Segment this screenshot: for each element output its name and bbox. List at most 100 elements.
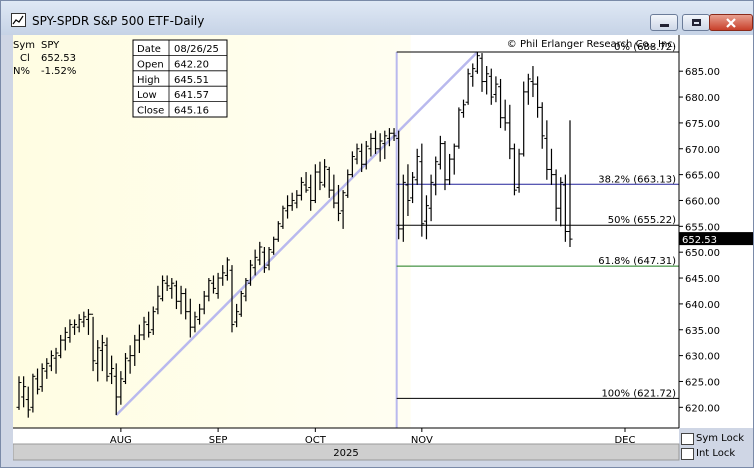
ohlc-bar [461, 99, 467, 118]
ohlc-bar [386, 128, 392, 147]
y-tick-label: 685.00 [685, 67, 720, 78]
ohlc-bar [220, 265, 226, 286]
year-label: 2025 [333, 448, 358, 459]
ohlc-value: 08/26/25 [174, 44, 219, 55]
ohlc-label: Low [137, 90, 157, 101]
x-tick-label: SEP [209, 435, 228, 446]
ohlc-bar [391, 128, 397, 142]
close-button[interactable] [709, 14, 753, 31]
ohlc-bar [419, 143, 425, 237]
fib-level-label: 61.8% (647.31) [598, 256, 676, 267]
int-lock-checkbox[interactable] [681, 448, 694, 460]
y-tick-label: 665.00 [685, 171, 720, 182]
ohlc-bar [95, 340, 101, 382]
restore-button[interactable] [682, 14, 710, 31]
ohlc-bar [48, 350, 54, 372]
ohlc-bar [109, 355, 115, 385]
n-label: N% [13, 66, 30, 77]
ohlc-bar [373, 130, 379, 154]
ohlc-bar [164, 275, 170, 291]
ohlc-bar [183, 288, 189, 320]
ohlc-bar [21, 376, 27, 408]
ohlc-bar [81, 311, 87, 328]
close-icon [726, 17, 736, 28]
ohlc-bar [30, 373, 36, 413]
y-tick-label: 655.00 [685, 222, 720, 233]
ohlc-bar [447, 153, 453, 185]
ohlc-bar [16, 376, 22, 410]
ohlc-bar [428, 174, 434, 222]
ohlc-bar [349, 151, 355, 178]
ohlc-bar [511, 143, 517, 196]
y-tick-label: 660.00 [685, 196, 720, 207]
ohlc-bar [548, 148, 554, 185]
ohlc-bar [359, 143, 365, 173]
x-tick-label: NOV [411, 435, 433, 446]
ohlc-bar [224, 257, 230, 281]
ohlc-box [132, 39, 228, 118]
ohlc-bar [215, 272, 221, 299]
ohlc-bar [169, 278, 175, 299]
ohlc-bar [76, 314, 82, 333]
ohlc-bar [539, 102, 545, 149]
ohlc-bar [465, 68, 471, 105]
ohlc-bar [210, 275, 216, 294]
trendline [115, 51, 479, 416]
ohlc-bar [400, 174, 406, 242]
y-tick-label: 675.00 [685, 119, 720, 130]
ohlc-bar [257, 241, 263, 266]
ohlc-bar [53, 347, 59, 374]
ohlc-bar [382, 130, 388, 160]
ohlc-bar [553, 169, 559, 222]
ohlc-bar [99, 334, 105, 372]
ohlc-bar [377, 133, 383, 162]
ohlc-bar [345, 169, 351, 198]
sym-lock-checkbox[interactable] [681, 433, 694, 445]
copyright-text: © Phil Erlanger Research Co., Inc. [507, 39, 676, 50]
minimize-icon [659, 24, 669, 27]
ohlc-bar [261, 247, 267, 273]
ohlc-bar [35, 368, 41, 395]
ohlc-bar [90, 313, 96, 372]
ohlc-bar [363, 141, 369, 170]
ohlc-bar [507, 104, 513, 160]
y-tick-label: 620.00 [685, 403, 720, 414]
y-tick-label: 630.00 [685, 352, 720, 363]
fib-level-label: 50% (655.22) [608, 215, 676, 226]
ohlc-bar [298, 177, 304, 201]
y-tick-label: 670.00 [685, 145, 720, 156]
last-price-background [679, 232, 753, 246]
ohlc-bar [248, 259, 254, 286]
time-axis-background [13, 428, 679, 444]
ohlc-bar [544, 120, 550, 180]
ohlc-bar [474, 51, 480, 74]
minimize-button[interactable] [650, 14, 678, 31]
ohlc-bar [39, 363, 45, 392]
ohlc-bar [303, 172, 309, 193]
ohlc-bar [58, 334, 64, 359]
ohlc-bar [113, 363, 119, 416]
price-axis-background [679, 35, 753, 428]
ohlc-bar [451, 143, 457, 175]
ohlc-bar [442, 141, 448, 191]
ohlc-bar [206, 278, 212, 302]
ohlc-bar [122, 353, 128, 385]
ohlc-bar [136, 324, 142, 354]
ohlc-bar [44, 358, 50, 379]
ohlc-bar [155, 285, 161, 315]
chart-app-icon [11, 13, 26, 27]
y-tick-label: 645.00 [685, 274, 720, 285]
ohlc-value: 641.57 [174, 90, 209, 101]
cl-value: 652.53 [41, 53, 76, 64]
ohlc-bar [456, 107, 462, 149]
title-bar[interactable]: SPY-SPDR S&P 500 ETF-Daily [1, 1, 753, 35]
ohlc-bar [479, 53, 485, 92]
ohlc-bar [562, 174, 568, 242]
ohlc-bar [488, 68, 494, 105]
cl-label: Cl [20, 53, 30, 64]
sym-lock-label: Sym Lock [696, 433, 744, 444]
ohlc-bar [252, 249, 258, 276]
ohlc-bar [405, 164, 411, 216]
price-chart[interactable]: Sym SPY Cl 652.53 N% -1.52% Date 08/26/25 Open 64… [13, 35, 753, 465]
ohlc-label: Close [137, 106, 164, 117]
